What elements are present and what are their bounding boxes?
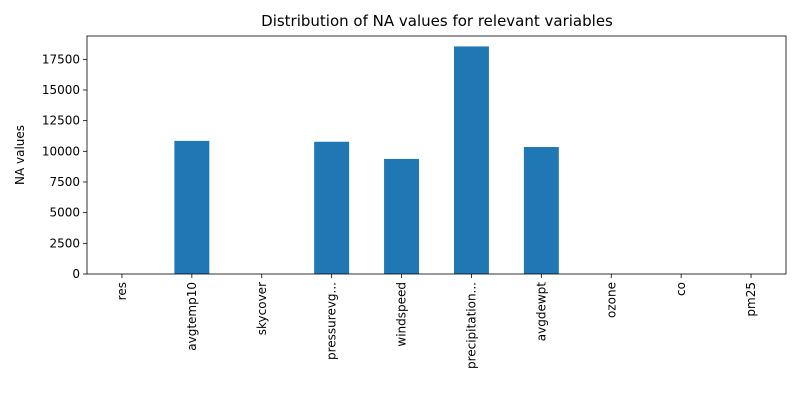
y-tick-label: 2500 (49, 236, 80, 250)
x-tick-label: avgdewpt (534, 282, 548, 342)
chart-title: Distribution of NA values for relevant v… (261, 12, 613, 30)
x-tick-label: ozone (604, 282, 618, 318)
y-tick-label: 10000 (42, 144, 80, 158)
bars-group (174, 46, 559, 275)
x-tick-label: avgtemp10 (185, 282, 199, 351)
bar-windspeed (384, 158, 420, 274)
y-tick-label: 7500 (49, 175, 80, 189)
bar-pressurevg (314, 141, 350, 274)
y-tick-label: 12500 (42, 114, 80, 128)
y-tick-label: 5000 (49, 206, 80, 220)
plot-frame (86, 35, 787, 275)
bar-avgtemp10 (174, 140, 210, 274)
x-tick-label: windspeed (395, 282, 409, 347)
x-tick-label: res (115, 282, 129, 300)
bar-avgdewpt (523, 147, 559, 274)
x-tick-label: precipitation... (464, 282, 478, 369)
x-axis-ticks: res avgtemp10 skycover pressurevg... windspe… (115, 274, 758, 369)
y-axis-ticks: 0 2500 5000 7500 10000 12500 15000 17500 (42, 52, 87, 281)
x-tick-label: pm25 (744, 282, 758, 317)
y-tick-label: 17500 (42, 52, 80, 66)
x-tick-label: pressurevg... (325, 282, 339, 360)
y-tick-label: 0 (72, 267, 80, 281)
x-tick-label: co (674, 282, 688, 296)
x-tick-label: skycover (255, 282, 269, 335)
bar-precipitation (453, 46, 489, 275)
y-axis-label: NA values (13, 125, 27, 185)
y-tick-label: 15000 (42, 83, 80, 97)
